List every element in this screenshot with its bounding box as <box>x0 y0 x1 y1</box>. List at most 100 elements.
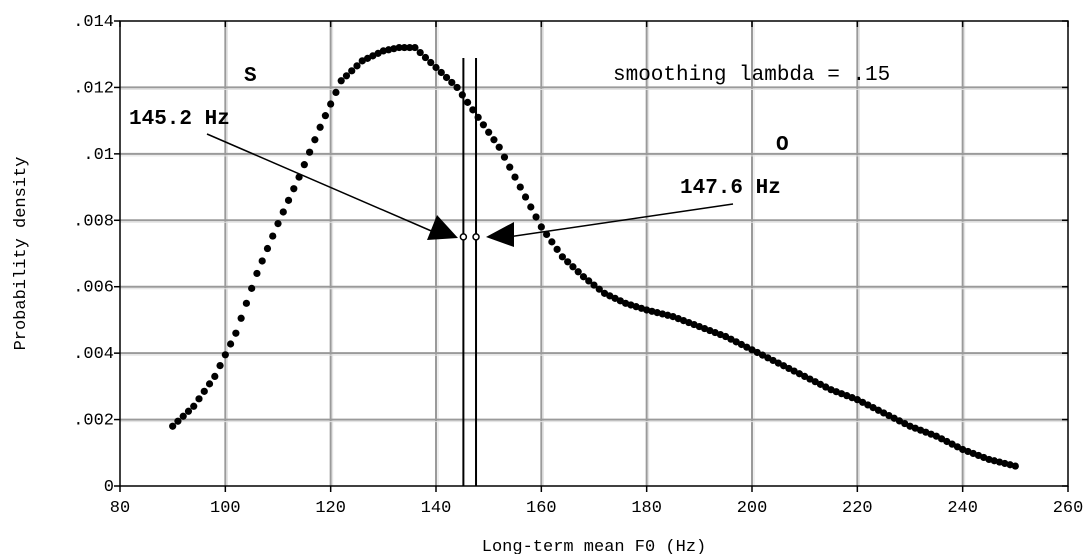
y-tick-label: .004 <box>73 345 114 364</box>
data-point <box>474 113 482 121</box>
data-point <box>179 412 187 420</box>
data-point <box>406 43 414 52</box>
data-point <box>348 67 356 75</box>
data-point <box>479 121 487 129</box>
data-point <box>569 263 577 271</box>
y-tick-labels: 0 .002 .004 .006 .008 .01 .012 .014 <box>73 13 114 497</box>
data-point <box>279 208 287 216</box>
data-point <box>216 361 224 370</box>
tick-marks <box>114 20 1069 492</box>
data-point <box>300 161 308 169</box>
x-tick-label: 80 <box>110 499 130 518</box>
data-point <box>1011 462 1019 470</box>
data-point <box>469 106 477 114</box>
data-point <box>232 329 240 337</box>
data-point <box>495 143 503 151</box>
arrowhead-s <box>427 215 458 240</box>
data-point <box>242 299 250 307</box>
data-point <box>227 340 235 348</box>
data-point <box>532 213 540 221</box>
x-tick-label: 180 <box>631 499 662 518</box>
data-point <box>274 220 282 228</box>
data-point <box>574 268 582 276</box>
data-point <box>284 196 293 204</box>
data-point <box>205 380 214 388</box>
data-point <box>332 88 340 97</box>
data-point <box>521 193 530 201</box>
vertical-lines <box>462 58 478 486</box>
arrowhead-o <box>486 222 514 247</box>
data-point <box>321 112 329 120</box>
data-point <box>458 91 466 99</box>
data-point <box>337 77 345 85</box>
data-point <box>169 422 177 430</box>
y-tick-label: .01 <box>83 146 114 165</box>
data-points <box>169 43 1019 470</box>
x-tick-label: 240 <box>947 499 978 518</box>
data-point <box>537 223 545 231</box>
data-point <box>353 62 361 70</box>
marker-s <box>459 233 468 241</box>
y-axis-label: Probability density <box>12 157 31 351</box>
x-tick-label: 260 <box>1053 499 1084 518</box>
data-point <box>448 78 456 87</box>
data-point <box>543 230 551 239</box>
data-point <box>400 43 408 52</box>
data-point <box>316 123 324 131</box>
data-point <box>490 136 498 144</box>
arrow-line-o <box>507 203 734 238</box>
data-point <box>248 284 256 292</box>
y-tick-label: .002 <box>73 412 114 431</box>
data-point <box>184 407 193 415</box>
x-tick-label: 200 <box>737 499 768 518</box>
data-point <box>416 48 424 57</box>
data-point <box>195 395 203 403</box>
data-point <box>511 173 519 181</box>
y-tick-label: 0 <box>104 478 114 497</box>
data-point <box>411 43 419 52</box>
data-point <box>263 244 272 253</box>
data-point <box>253 269 261 278</box>
marker-o <box>472 233 480 241</box>
data-point <box>500 153 509 161</box>
data-point <box>453 83 461 92</box>
data-point <box>579 273 588 281</box>
data-point <box>421 53 430 62</box>
data-point <box>237 314 245 322</box>
data-point <box>564 258 572 266</box>
annotation-o-label: O <box>776 134 789 157</box>
data-point <box>516 183 524 191</box>
data-point <box>464 98 472 106</box>
data-point <box>585 277 593 285</box>
x-tick-label: 140 <box>421 499 452 518</box>
data-point <box>395 43 403 52</box>
data-point <box>342 72 351 80</box>
y-tick-label: .012 <box>73 79 114 98</box>
data-point <box>558 253 567 261</box>
y-tick-label: .008 <box>73 212 114 231</box>
plot-frame <box>119 20 1069 487</box>
arrow-line-s <box>206 133 437 234</box>
data-point <box>290 185 298 193</box>
annotation-s-value: 145.2 Hz <box>129 108 230 131</box>
annotation-arrows <box>206 133 734 247</box>
x-tick-label: 120 <box>315 499 346 518</box>
y-tick-label: .014 <box>73 13 114 32</box>
data-point <box>485 128 493 136</box>
y-tick-label: .006 <box>73 279 114 298</box>
data-point <box>269 232 277 240</box>
x-tick-label: 160 <box>526 499 557 518</box>
annotation-s-label: S <box>244 65 257 88</box>
data-point <box>527 203 535 211</box>
data-point <box>174 417 182 425</box>
data-point <box>200 387 208 395</box>
data-point <box>221 351 229 359</box>
data-point <box>553 245 561 253</box>
data-point <box>311 136 319 144</box>
grid-lines <box>120 21 1068 486</box>
data-point <box>437 68 445 77</box>
x-axis-label: Long-term mean F0 (Hz) <box>482 538 706 554</box>
data-point <box>548 238 556 246</box>
data-point <box>432 63 440 72</box>
